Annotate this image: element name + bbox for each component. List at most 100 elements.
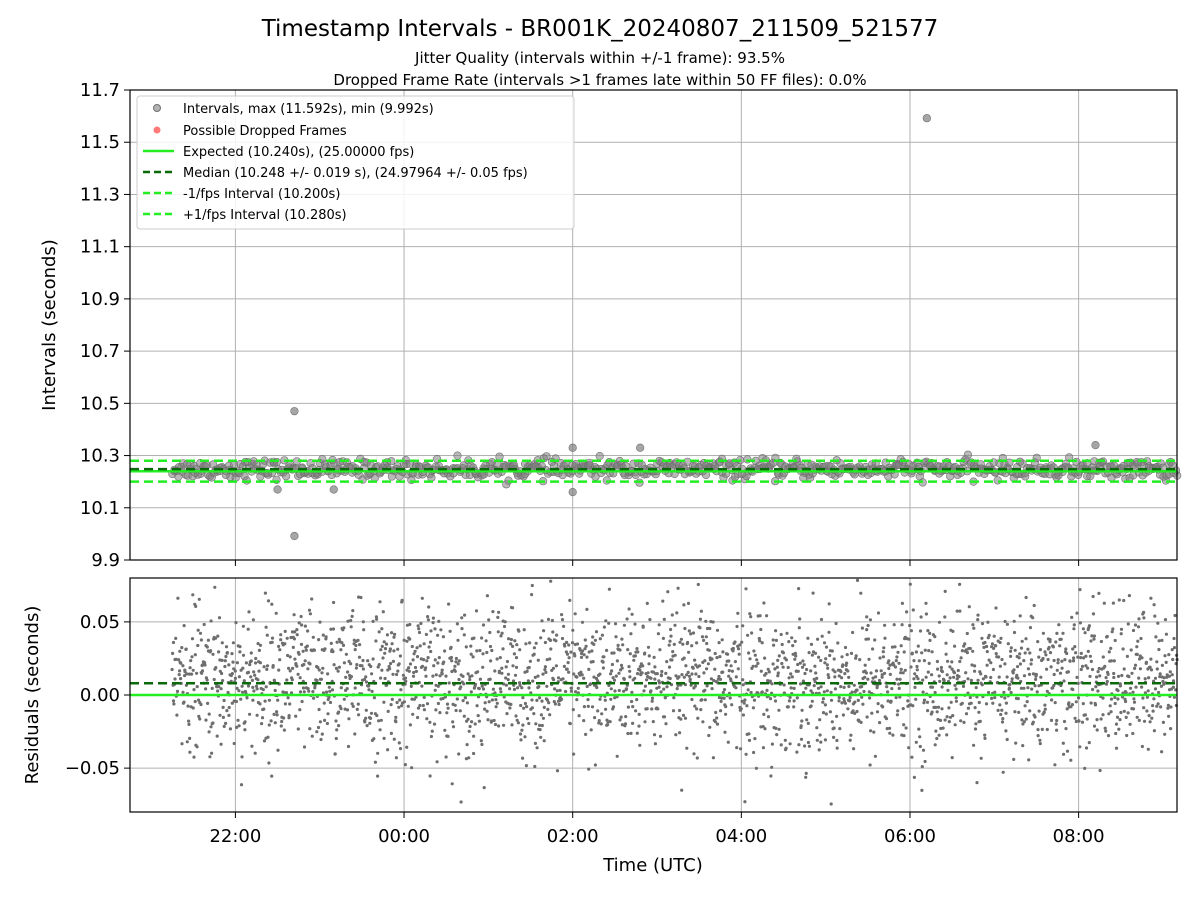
residual-point xyxy=(679,637,684,641)
residual-point xyxy=(1074,719,1078,724)
residuals-y-tick-label: 0.05 xyxy=(80,612,120,633)
residual-point xyxy=(1113,638,1117,643)
residual-point xyxy=(401,673,405,677)
residual-point xyxy=(1002,690,1006,694)
residual-point xyxy=(468,724,472,729)
residual-point xyxy=(1008,682,1012,687)
residual-point xyxy=(928,638,932,643)
residual-point xyxy=(813,664,817,668)
residual-point xyxy=(1030,687,1034,691)
residual-point xyxy=(334,666,338,671)
residual-point xyxy=(937,733,941,737)
residual-point xyxy=(699,609,704,613)
residual-point xyxy=(542,705,546,710)
residual-point xyxy=(731,646,735,651)
residual-point xyxy=(289,635,293,640)
residual-point xyxy=(983,733,987,737)
residual-point xyxy=(298,690,303,694)
residual-point xyxy=(1041,631,1045,635)
residual-point xyxy=(900,623,904,627)
residual-point xyxy=(1056,661,1060,665)
residual-point xyxy=(1142,616,1146,620)
residual-point xyxy=(739,747,743,751)
residual-point xyxy=(937,674,941,678)
residual-point xyxy=(987,658,991,662)
residual-point xyxy=(434,708,438,712)
residual-point xyxy=(510,723,514,727)
residual-point xyxy=(221,679,225,683)
residual-point xyxy=(341,643,346,648)
residual-point xyxy=(429,629,433,633)
residual-point xyxy=(318,720,322,724)
residual-point xyxy=(321,691,326,695)
residual-point xyxy=(711,620,715,624)
residual-point xyxy=(379,676,383,680)
residual-point xyxy=(430,729,434,733)
residual-point xyxy=(306,667,310,671)
residual-point xyxy=(344,652,348,656)
residual-point xyxy=(774,726,778,731)
residual-point xyxy=(771,662,775,666)
residual-point xyxy=(846,669,850,673)
residual-point xyxy=(601,666,606,670)
residual-point xyxy=(1120,673,1124,678)
residual-point xyxy=(364,716,368,720)
residual-point xyxy=(835,738,839,743)
residual-point xyxy=(543,665,548,669)
interval-point xyxy=(1005,458,1014,467)
residual-point xyxy=(1135,645,1139,649)
residual-point xyxy=(1105,679,1109,684)
chart-subtitle-dropped: Dropped Frame Rate (intervals >1 frames … xyxy=(333,71,866,89)
residual-point xyxy=(675,687,679,691)
residual-point xyxy=(704,635,708,639)
residual-point xyxy=(251,685,255,690)
residual-point xyxy=(1106,734,1111,738)
residual-point xyxy=(474,609,479,613)
residual-point xyxy=(171,651,175,656)
residual-point xyxy=(1167,714,1171,718)
residual-point xyxy=(821,697,826,701)
residual-point xyxy=(851,709,855,713)
residual-point xyxy=(843,645,848,650)
interval-point xyxy=(453,451,462,460)
residual-point xyxy=(1083,766,1087,771)
residual-point xyxy=(887,659,891,663)
interval-outlier-point xyxy=(290,531,299,541)
residual-point xyxy=(231,641,235,645)
residual-point xyxy=(394,715,398,720)
residual-point xyxy=(799,724,803,728)
residual-point xyxy=(1099,639,1103,644)
residual-point xyxy=(998,640,1002,645)
residual-point xyxy=(579,655,584,660)
residual-point xyxy=(193,653,197,657)
residual-point xyxy=(340,641,344,645)
residual-point xyxy=(978,719,982,724)
residual-point xyxy=(492,718,496,723)
residual-point xyxy=(437,656,441,660)
residual-point xyxy=(976,618,980,622)
residual-point xyxy=(649,689,653,693)
residual-point xyxy=(994,644,998,648)
residual-point xyxy=(681,642,685,646)
residual-point xyxy=(1093,703,1098,707)
residual-point xyxy=(974,686,978,690)
residual-point xyxy=(554,664,559,668)
residual-point xyxy=(676,683,680,688)
residual-point xyxy=(888,731,892,735)
residual-point xyxy=(687,650,691,654)
residual-point xyxy=(504,665,508,669)
residual-point xyxy=(882,646,886,650)
residual-point xyxy=(585,684,589,689)
residual-point xyxy=(360,664,364,668)
residual-point xyxy=(276,748,280,752)
residual-point xyxy=(582,705,587,709)
residual-point xyxy=(220,658,224,663)
residual-point xyxy=(1022,686,1026,690)
residual-point xyxy=(1088,674,1092,679)
residual-point xyxy=(267,723,271,727)
residual-point xyxy=(818,718,822,722)
residual-point xyxy=(411,674,416,678)
residual-point xyxy=(369,664,373,669)
residual-point xyxy=(298,676,302,680)
residual-point xyxy=(1117,727,1121,731)
